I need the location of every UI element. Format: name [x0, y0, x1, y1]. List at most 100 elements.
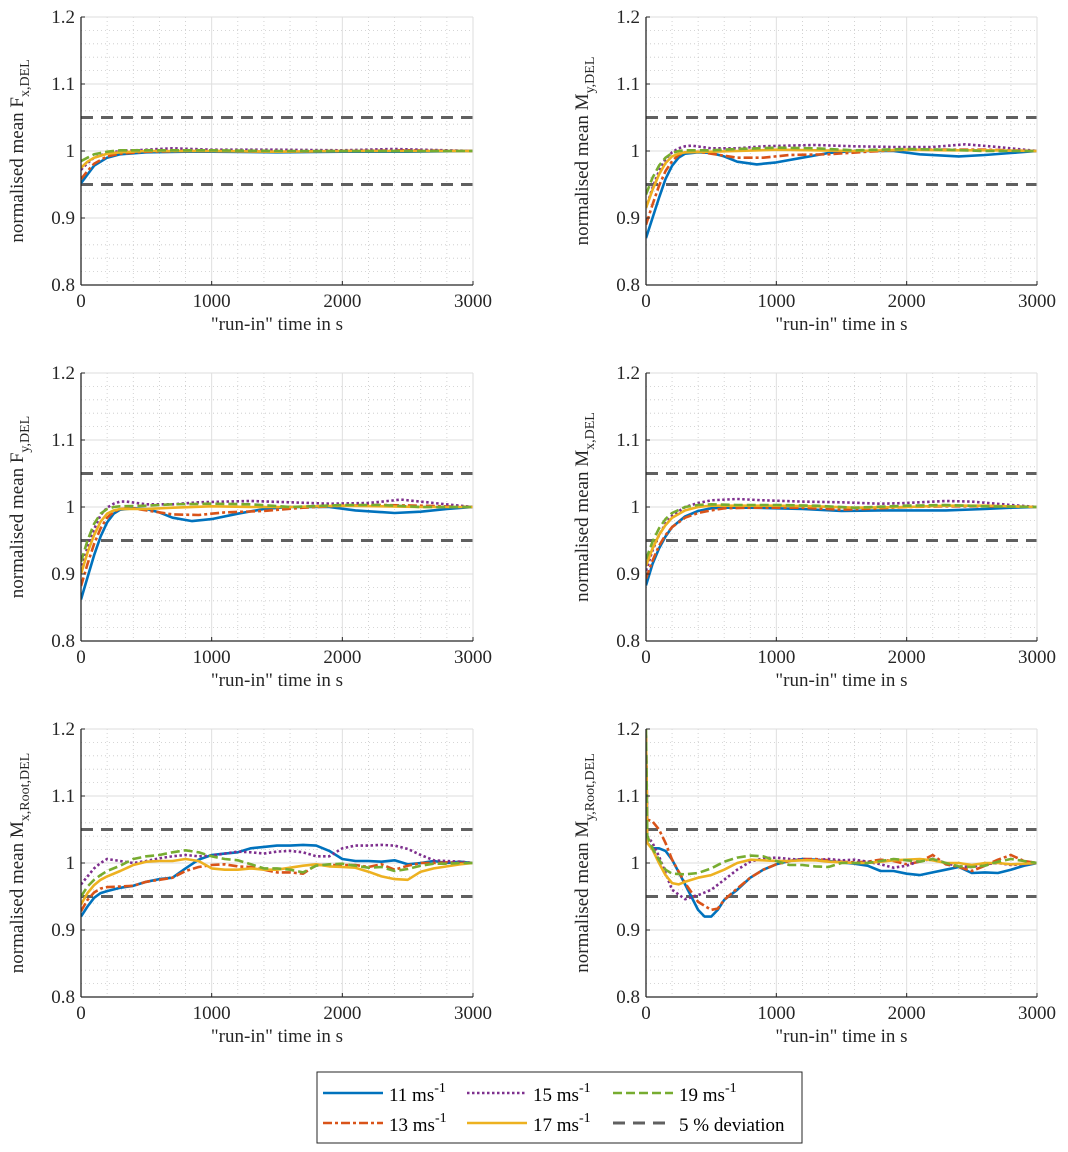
subplot-5: 0 1000 2000 3000 0.8 0.9 1 1.1 1.2 "run-in" time …	[7, 719, 492, 1047]
y-axis-label-main: normalised mean M	[572, 450, 593, 602]
legend-item: 19 ms-1	[613, 1081, 737, 1106]
y-axis-label-subscript: x,Root,DEL	[18, 753, 33, 821]
y-tick-label: 0.9	[51, 564, 75, 585]
y-tick-label: 1.1	[616, 74, 640, 95]
minor-grid	[81, 17, 473, 285]
y-tick-label: 1	[66, 497, 76, 518]
x-axis-label: "run-in" time in s	[775, 1026, 907, 1047]
x-axis-label: "run-in" time in s	[775, 670, 907, 691]
y-tick-label: 0.9	[616, 920, 640, 941]
y-axis-label: normalised mean Mx,DEL	[572, 412, 598, 602]
x-axis-label: "run-in" time in s	[211, 670, 343, 691]
y-tick-label: 0.8	[616, 987, 640, 1008]
y-tick-label: 1.2	[616, 7, 640, 28]
y-tick-label: 0.9	[51, 208, 75, 229]
legend-item: 13 ms-1	[323, 1111, 447, 1136]
x-tick-label: 3000	[1018, 647, 1056, 668]
x-tick-label: 3000	[1018, 291, 1056, 312]
series-line-11-ms-1	[646, 149, 1037, 239]
series-line-13-ms-1	[81, 861, 473, 912]
y-axis-label-subscript: y,DEL	[583, 57, 598, 94]
series-line-13-ms-1	[646, 505, 1037, 580]
y-axis-label: normalised mean Mx,Root,DEL	[7, 753, 33, 973]
x-tick-label: 2000	[888, 291, 926, 312]
series-line-17-ms-1	[646, 504, 1037, 567]
legend-item: 15 ms-1	[467, 1081, 591, 1106]
legend-label-text: 17 ms	[533, 1115, 579, 1136]
x-tick-label: 1000	[193, 647, 231, 668]
y-tick-label: 1.1	[51, 786, 75, 807]
subplot-3: 0 1000 2000 3000 0.8 0.9 1 1.1 1.2 "run-in" time …	[7, 363, 492, 691]
x-tick-label: 0	[76, 647, 86, 668]
legend-label: 11 ms-1	[389, 1081, 446, 1106]
legend-label-superscript: -1	[579, 1081, 591, 1096]
y-tick-label: 1.2	[616, 719, 640, 740]
y-tick-label: 0.8	[616, 631, 640, 652]
y-axis-label-subscript: y,Root,DEL	[583, 753, 598, 821]
y-tick-label: 1	[631, 853, 641, 874]
x-tick-label: 3000	[454, 291, 492, 312]
y-tick-label: 1.1	[616, 430, 640, 451]
series-line-11-ms-1	[81, 149, 473, 184]
x-tick-label: 1000	[757, 291, 795, 312]
series-line-19-ms-1	[646, 503, 1037, 560]
legend-item: 11 ms-1	[323, 1081, 446, 1106]
x-tick-label: 3000	[1018, 1003, 1056, 1024]
y-axis-label-main: normalised mean M	[572, 821, 593, 973]
x-axis-label: "run-in" time in s	[775, 314, 907, 335]
legend-item: 17 ms-1	[467, 1111, 591, 1136]
legend-label-text: 11 ms	[389, 1085, 434, 1106]
y-tick-label: 1	[66, 853, 76, 874]
y-axis-label: normalised mean Fx,DEL	[7, 59, 33, 242]
y-tick-label: 0.8	[51, 987, 75, 1008]
legend-label: 13 ms-1	[389, 1111, 447, 1136]
x-tick-label: 2000	[323, 1003, 361, 1024]
legend-label-text: 15 ms	[533, 1085, 579, 1106]
series-line-13-ms-1	[646, 148, 1037, 226]
x-axis-label: "run-in" time in s	[211, 314, 343, 335]
legend: 11 ms-1 15 ms-1 19 ms-113 ms-1 17 ms-1 5 % d…	[316, 1071, 803, 1144]
y-tick-label: 1.1	[51, 74, 75, 95]
series-line-19-ms-1	[646, 729, 1037, 876]
y-axis-label-subscript: x,DEL	[18, 59, 33, 97]
series-line-19-ms-1	[81, 149, 473, 163]
legend-label: 17 ms-1	[533, 1111, 591, 1136]
y-axis-label-subscript: x,DEL	[583, 412, 598, 450]
x-tick-label: 0	[76, 291, 86, 312]
series-line-17-ms-1	[646, 148, 1037, 209]
x-tick-label: 3000	[454, 1003, 492, 1024]
series-line-19-ms-1	[646, 146, 1037, 195]
x-axis-label: "run-in" time in s	[211, 1026, 343, 1047]
y-axis-label: normalised mean Fy,DEL	[7, 416, 33, 598]
y-tick-label: 1.1	[51, 430, 75, 451]
series-line-17-ms-1	[81, 504, 473, 575]
y-tick-label: 1	[631, 497, 641, 518]
legend-label: 19 ms-1	[679, 1081, 737, 1106]
y-axis-label: normalised mean My,Root,DEL	[572, 753, 598, 973]
series-line-17-ms-1	[81, 857, 473, 906]
y-tick-label: 0.8	[51, 631, 75, 652]
y-tick-label: 0.8	[616, 275, 640, 296]
series-line-15-ms-1	[646, 735, 1037, 901]
series-line-11-ms-1	[81, 505, 473, 600]
y-tick-label: 0.9	[616, 208, 640, 229]
series-line-11-ms-1	[81, 843, 473, 918]
subplot-2: 0 1000 2000 3000 0.8 0.9 1 1.1 1.2 "run-in" time …	[572, 7, 1056, 335]
x-tick-label: 1000	[757, 647, 795, 668]
legend-label-superscript: -1	[434, 1081, 446, 1096]
y-axis-label-main: normalised mean F	[7, 97, 28, 243]
y-axis-label: normalised mean My,DEL	[572, 57, 598, 246]
series-line-17-ms-1	[646, 735, 1037, 886]
y-axis-label-main: normalised mean F	[7, 453, 28, 599]
x-tick-label: 0	[76, 1003, 86, 1024]
legend-box	[316, 1071, 803, 1144]
x-tick-label: 0	[641, 1003, 651, 1024]
x-tick-label: 1000	[193, 1003, 231, 1024]
minor-grid	[646, 373, 1037, 641]
y-tick-label: 1.2	[51, 363, 75, 384]
y-tick-label: 0.9	[51, 920, 75, 941]
y-tick-label: 1.2	[616, 363, 640, 384]
subplot-1: 0 1000 2000 3000 0.8 0.9 1 1.1 1.2 "run-in" time …	[7, 7, 492, 335]
legend-label-superscript: -1	[579, 1111, 591, 1126]
